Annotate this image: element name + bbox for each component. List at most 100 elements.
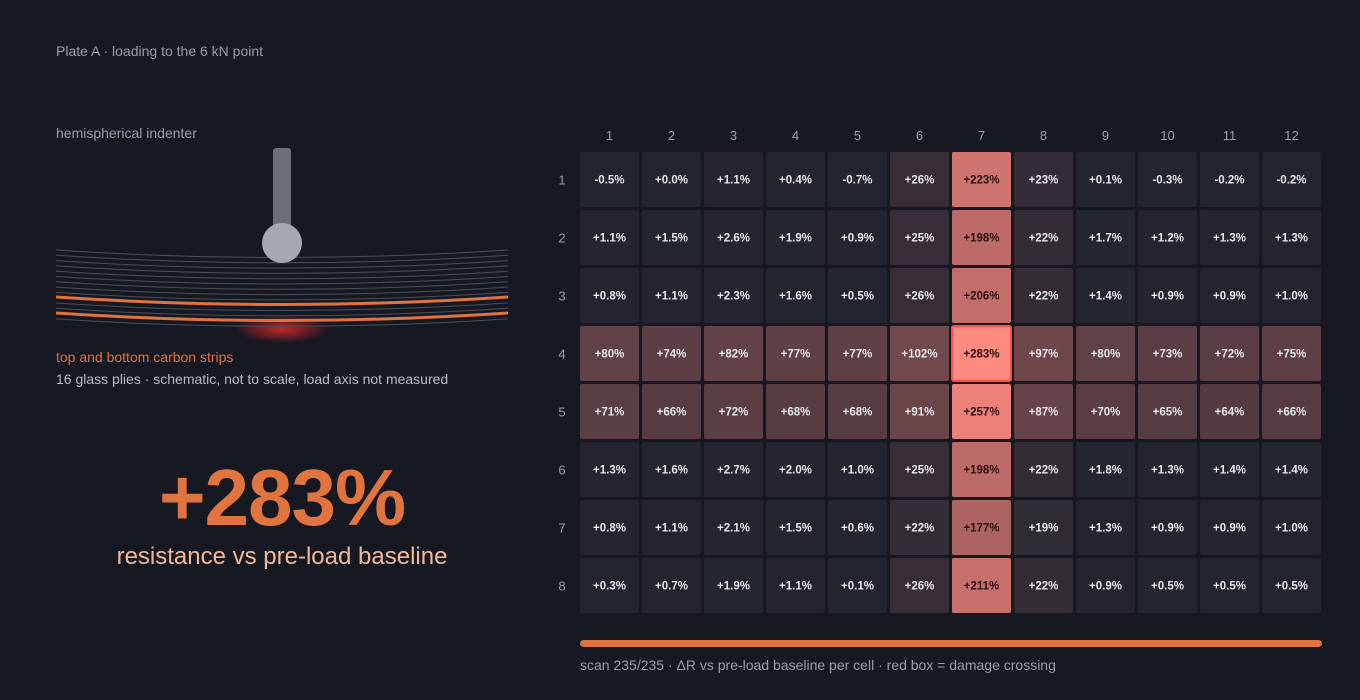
row-label: 7 [558,521,565,536]
heatmap-cell [828,558,887,613]
heatmap-cell-label: +91% [905,407,935,419]
heatmap-cell [704,210,763,265]
heatmap-cell [580,384,639,439]
heatmap-cell [642,384,701,439]
glass-ply-line [56,291,508,301]
heatmap-cell-label: +283% [963,349,999,361]
indenter-label: hemispherical indenter [56,125,197,141]
column-label: 10 [1160,128,1174,143]
heatmap-cell-label: +68% [843,407,873,419]
heatmap-cell [1138,500,1197,555]
heatmap-cell [1076,442,1135,497]
heatmap-cell-label: +72% [1215,349,1245,361]
heatmap-cell-label: +1.1% [655,291,688,303]
glass-ply-line [56,318,508,327]
heatmap-cell-label: +1.7% [1089,233,1122,245]
heatmap-cell [1076,210,1135,265]
heatmap-cell-label: +1.9% [717,581,750,593]
heatmap-cell-label: +0.0% [655,175,688,187]
heatmap-cell-label: +22% [1029,233,1059,245]
heatmap-cell [1200,500,1259,555]
heatmap-cell-label: +1.3% [1275,233,1308,245]
heatmap-cell-label: +1.4% [1213,465,1246,477]
heatmap-cell [1262,152,1321,207]
heatmap-cell-label: +22% [1029,465,1059,477]
column-label: 2 [668,128,675,143]
heatmap-cell-label: -0.7% [842,175,872,187]
glass-ply-line [56,302,508,311]
heatmap-cell [1014,152,1073,207]
heatmap-cell-label: +1.0% [1275,291,1308,303]
heatmap-cell-label: +66% [1277,407,1307,419]
heatmap-cell [1014,384,1073,439]
heatmap-cell-label: +1.1% [655,523,688,535]
heatmap-cell [1262,210,1321,265]
heatmap-cell-label: +82% [719,349,749,361]
heatmap-cell-label: +1.1% [779,581,812,593]
column-label: 3 [730,128,737,143]
glass-ply-line [56,276,508,285]
heatmap-cell [1138,152,1197,207]
heatmap-cell-label: +1.1% [593,233,626,245]
heatmap-cell-label: +1.3% [1213,233,1246,245]
heatmap-cell-label: +23% [1029,175,1059,187]
heatmap-cell [580,326,639,381]
heatmap-cell-label: +0.6% [841,523,874,535]
heatmap-cell [1076,326,1135,381]
heatmap-cell [704,500,763,555]
heatmap-cell [1138,442,1197,497]
heatmap-cell [580,442,639,497]
heatmap-cell [1014,210,1073,265]
heatmap-cell [890,268,949,323]
scan-progress-bar [580,640,1322,647]
heatmap-cell [1200,152,1259,207]
damage-glow [234,315,330,343]
heatmap-cell [952,268,1011,323]
heatmap-cell-label: +2.1% [717,523,750,535]
plies-note: 16 glass plies · schematic, not to scale… [56,371,449,387]
heatmap-cell-label: +97% [1029,349,1059,361]
glass-ply-line [56,265,508,274]
glass-ply-line [56,307,508,317]
heatmap-cell-label: +65% [1153,407,1183,419]
heatmap-cell [642,152,701,207]
heatmap-cell [1262,558,1321,613]
heatmap-cell [766,500,825,555]
heatmap-cell [704,558,763,613]
heatmap-cell [828,442,887,497]
heatmap-cell [642,500,701,555]
heatmap-cell [704,442,763,497]
column-label: 5 [854,128,861,143]
scan-progress-fill [580,640,1322,647]
heatmap-cell [890,500,949,555]
column-label: 9 [1102,128,1109,143]
heatmap-cell [1200,384,1259,439]
heatmap-cell-label: +1.8% [1089,465,1122,477]
heatmap-cell [580,210,639,265]
heatmap-cell-label: +0.3% [593,581,626,593]
heatmap-cell [766,442,825,497]
heatmap-cell [828,210,887,265]
heatmap-cell [704,384,763,439]
row-label: 2 [558,231,565,246]
heatmap-cell-label: +223% [963,175,999,187]
heatmap-cell-label: +1.6% [779,291,812,303]
heatmap-cell-label: +26% [905,175,935,187]
column-label: 7 [978,128,985,143]
heatmap-cell-label: +211% [964,581,1000,593]
heatmap-cell-label: +0.9% [1089,581,1122,593]
heatmap-cell-label: +0.9% [1213,291,1246,303]
heatmap-cell [890,210,949,265]
row-label: 4 [558,347,565,362]
bottom-carbon-strip [56,311,508,322]
heatmap-cell [766,210,825,265]
heatmap-cell [1262,268,1321,323]
heatmap-cell [580,152,639,207]
heatmap-cell [704,326,763,381]
heatmap-cell-label: +73% [1153,349,1183,361]
heatmap-cell-label: +2.7% [717,465,750,477]
heatmap-cell-label: +22% [1029,581,1059,593]
heatmap-cell-label: +1.2% [1151,233,1184,245]
heatmap-cell-label: +1.1% [717,175,750,187]
heatmap-cell [890,442,949,497]
